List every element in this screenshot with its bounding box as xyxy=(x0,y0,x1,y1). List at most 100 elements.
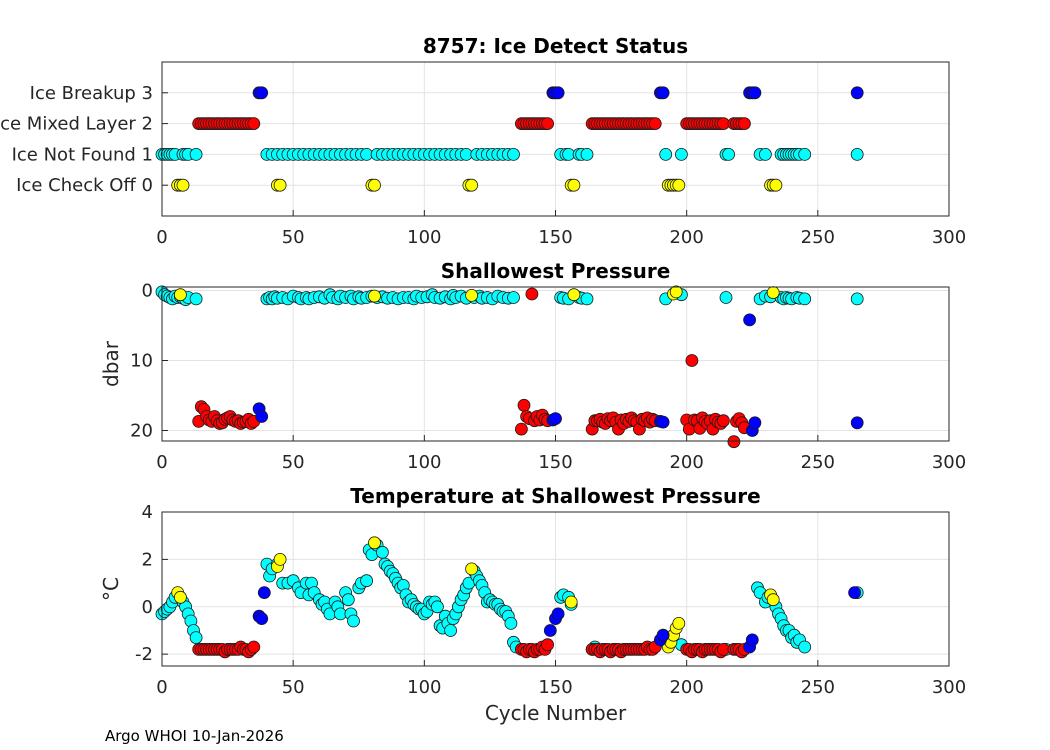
panel-ice-detect-status: 0 50 100 150 200 250 300 Ice Check Off 0 Ice No… xyxy=(0,34,966,248)
y-tick-label: Ice Mixed Layer 2 xyxy=(0,114,153,135)
blue-point xyxy=(255,86,269,100)
cyan-point xyxy=(798,640,812,654)
cyan-point xyxy=(798,147,812,161)
axes-frame xyxy=(161,286,950,442)
cyan-point xyxy=(430,600,444,614)
red-point xyxy=(738,117,751,130)
cyan-point xyxy=(189,292,203,306)
x-tick-label: 0 xyxy=(156,677,167,698)
blue-point xyxy=(656,415,670,429)
cyan-point xyxy=(719,291,733,304)
x-tick-label: 300 xyxy=(932,452,966,473)
yellow-point xyxy=(465,562,479,576)
blue-point xyxy=(850,416,864,430)
cyan-point xyxy=(580,292,594,306)
cyan-point xyxy=(507,291,520,304)
y-tick-label: 0 xyxy=(142,281,153,302)
x-axis-label: Cycle Number xyxy=(485,701,627,725)
data-points xyxy=(155,285,864,449)
yellow-point xyxy=(766,593,780,607)
yellow-point xyxy=(465,178,479,192)
footer-text: Argo WHOI 10-Jan-2026 xyxy=(105,727,284,745)
x-tick-label: 200 xyxy=(669,227,703,248)
cyan-point xyxy=(850,147,864,161)
x-tick-labels: 0 50 100 150 200 250 300 xyxy=(156,677,966,698)
axes-frame xyxy=(161,511,950,667)
yellow-point xyxy=(766,286,780,300)
yellow-point xyxy=(273,178,287,192)
cyan-point xyxy=(347,614,360,628)
blue-point xyxy=(551,86,565,100)
red-point xyxy=(247,117,261,130)
axes-frame xyxy=(161,61,950,217)
y-tick-label: Ice Breakup 3 xyxy=(30,83,153,104)
cyan-point xyxy=(444,624,458,637)
red-point xyxy=(685,354,699,367)
data-points xyxy=(155,86,864,192)
x-tick-label: 150 xyxy=(538,677,572,698)
x-tick-label: 300 xyxy=(932,677,966,698)
yellow-point xyxy=(567,288,581,302)
yellow-point xyxy=(173,590,187,604)
blue-point xyxy=(748,416,762,430)
chart-title: 8757: Ice Detect Status xyxy=(423,34,688,58)
blue-point xyxy=(656,86,670,100)
cyan-point xyxy=(375,545,389,559)
cyan-point xyxy=(659,147,673,161)
y-tick-label: -2 xyxy=(135,644,153,665)
cyan-point xyxy=(580,147,594,161)
blue-point xyxy=(549,412,562,426)
red-point xyxy=(525,287,539,301)
yellow-point xyxy=(368,536,381,550)
cyan-point xyxy=(798,292,812,306)
yellow-point xyxy=(669,285,683,299)
x-tick-labels: 0 50 100 150 200 250 300 xyxy=(156,452,966,473)
grid xyxy=(161,62,950,216)
blue-point xyxy=(748,86,762,100)
yellow-point xyxy=(173,288,187,302)
yellow-point xyxy=(273,553,287,566)
blue-point xyxy=(848,586,861,599)
blue-point xyxy=(850,86,864,100)
red-point xyxy=(541,117,554,130)
yellow-point xyxy=(368,178,381,192)
x-tick-label: 0 xyxy=(156,227,167,248)
x-tick-labels: 0 50 100 150 200 250 300 xyxy=(156,227,966,248)
cyan-point xyxy=(759,147,772,161)
yellow-point xyxy=(368,289,381,303)
chart-title: Shallowest Pressure xyxy=(441,259,671,283)
yellow-point xyxy=(672,178,686,192)
chart-title: Temperature at Shallowest Pressure xyxy=(350,484,760,508)
cyan-point xyxy=(504,617,518,630)
red-point xyxy=(247,640,261,654)
x-tick-label: 100 xyxy=(407,677,441,698)
x-tick-label: 300 xyxy=(932,227,966,248)
y-tick-label: 0 xyxy=(142,597,153,618)
blue-point xyxy=(255,410,269,423)
cyan-point xyxy=(507,147,520,161)
cyan-point xyxy=(722,147,735,161)
x-tick-label: 150 xyxy=(538,227,572,248)
x-tick-label: 100 xyxy=(407,227,441,248)
red-point xyxy=(648,117,662,130)
x-tick-label: 100 xyxy=(407,452,441,473)
blue-point xyxy=(257,586,271,599)
x-tick-label: 200 xyxy=(669,452,703,473)
red-point xyxy=(717,414,730,428)
blue-point xyxy=(745,633,759,647)
x-tick-label: 0 xyxy=(156,452,167,473)
blue-point xyxy=(255,612,269,625)
y-axis-label: °C xyxy=(99,577,123,601)
x-tick-label: 250 xyxy=(801,227,835,248)
y-tick-label: 20 xyxy=(130,421,153,442)
cyan-point xyxy=(341,593,355,607)
x-tick-label: 50 xyxy=(282,677,305,698)
y-axis-label: dbar xyxy=(99,340,123,387)
data-points xyxy=(155,536,864,659)
cyan-point xyxy=(675,147,688,161)
cyan-point xyxy=(360,574,374,588)
yellow-point xyxy=(564,595,578,609)
y-tick-label: Ice Not Found 1 xyxy=(12,144,153,165)
